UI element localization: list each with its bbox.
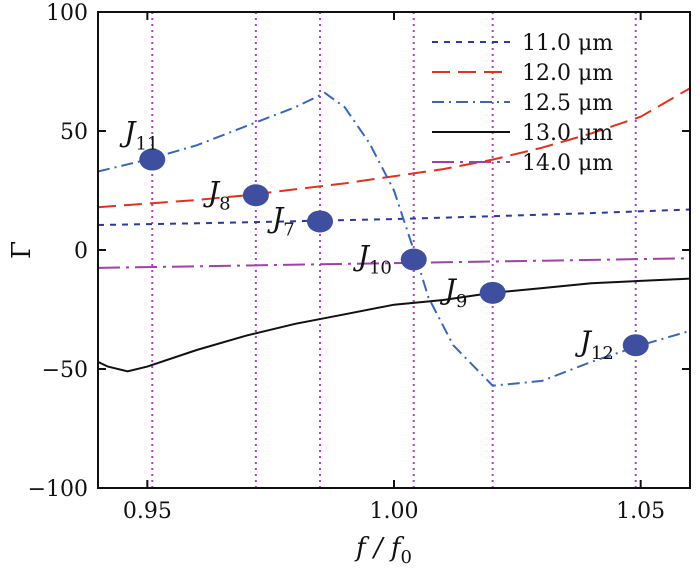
- x-tick-label-1: 0.95: [123, 499, 172, 524]
- legend: 11.0 μm 12.0 μm 12.5 μm 13.0 μm 14.0 μm: [432, 31, 613, 176]
- marker-j10: [400, 248, 427, 271]
- marker-j11: [139, 148, 166, 171]
- legend-label-2: 12.0 μm: [522, 61, 613, 86]
- series-layer: [97, 87, 691, 387]
- legend-label-5: 14.0 μm: [522, 151, 613, 176]
- legend-label-3: 12.5 μm: [522, 91, 613, 116]
- marker-j7: [307, 210, 333, 233]
- x-tick-label-3: 1.05: [616, 499, 665, 524]
- marker-j8: [242, 184, 269, 207]
- series-line-5: [97, 257, 691, 269]
- marker-label-j12: J12: [575, 325, 614, 364]
- x-tick-label-2: 1.00: [370, 499, 419, 524]
- y-tick-label-4: 50: [60, 120, 88, 145]
- marker-j12: [622, 334, 649, 357]
- series-line-1: [97, 208, 691, 226]
- series-line-3: [97, 91, 691, 387]
- series-line-4: [97, 277, 691, 373]
- legend-label-4: 13.0 μm: [522, 121, 613, 146]
- y-tick-label-2: −50: [42, 358, 88, 383]
- legend-label-1: 11.0 μm: [522, 31, 613, 56]
- series-line-2: [97, 87, 691, 209]
- marker-j9: [479, 281, 506, 304]
- marker-layer: J11 J8 J7 J10 J9 J12: [119, 116, 649, 364]
- x-axis-label: f / f0: [354, 533, 412, 568]
- y-tick-label-1: −100: [28, 477, 88, 502]
- marker-label-j10: J10: [353, 240, 392, 279]
- marker-label-j11: J11: [119, 116, 158, 155]
- y-axis-label: Γ: [7, 241, 37, 259]
- axis-layer: 0.95 1.00 1.05 −100 −50 0 50 100: [28, 1, 690, 524]
- y-tick-label-5: 100: [46, 1, 88, 26]
- marker-label-j8: J8: [203, 175, 231, 214]
- marker-label-j7: J7: [267, 201, 295, 240]
- vertical-reference-lines: [151, 12, 637, 488]
- y-tick-label-3: 0: [74, 239, 88, 264]
- marker-label-j9: J9: [440, 273, 468, 312]
